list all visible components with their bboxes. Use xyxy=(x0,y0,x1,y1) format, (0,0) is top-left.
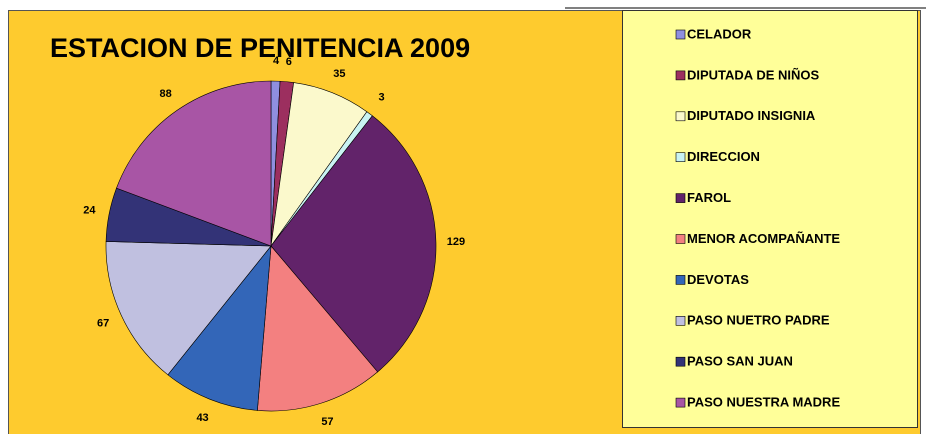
legend-label: PASO SAN JUAN xyxy=(687,354,793,369)
legend-label: PASO NUESTRA MADRE xyxy=(687,395,840,410)
legend-label: CELADOR xyxy=(687,26,752,41)
chart-title: ESTACION DE PENITENCIA 2009 xyxy=(50,33,470,63)
pie-slice xyxy=(257,245,379,412)
data-label: 24 xyxy=(83,204,96,216)
legend-label: FAROL xyxy=(687,190,731,205)
data-label: 35 xyxy=(333,68,345,80)
data-label: 6 xyxy=(286,56,292,68)
data-label: 67 xyxy=(97,318,109,330)
legend-swatch xyxy=(675,315,686,326)
legend-label: DIPUTADO INSIGNIA xyxy=(687,108,816,123)
pie-slice xyxy=(270,115,437,373)
legend-swatch xyxy=(675,193,686,203)
legend-swatch xyxy=(675,70,686,81)
legend-label: DIRECCION xyxy=(687,149,760,164)
data-label: 3 xyxy=(379,92,385,104)
legend-label: PASO NUETRO PADRE xyxy=(687,313,830,328)
pie-slice xyxy=(105,241,272,376)
legend-swatch xyxy=(675,397,686,408)
data-label: 57 xyxy=(321,416,333,428)
legend-label: DIPUTADA DE NIÑOS xyxy=(687,67,820,82)
legend-swatch xyxy=(675,152,686,162)
legend-swatch xyxy=(675,275,686,285)
legend-label: DEVOTAS xyxy=(687,272,749,287)
legend-label: MENOR ACOMPAÑANTE xyxy=(687,231,840,246)
data-label: 88 xyxy=(159,88,171,100)
legend-box xyxy=(622,10,918,428)
data-label: 129 xyxy=(447,236,465,248)
legend-swatch xyxy=(675,234,686,244)
pie-slice xyxy=(116,80,272,247)
data-label: 4 xyxy=(273,55,280,67)
legend-swatch xyxy=(675,356,686,367)
legend-swatch xyxy=(675,29,686,40)
legend-swatch xyxy=(675,111,686,122)
data-label: 43 xyxy=(196,412,208,424)
pie-slice xyxy=(167,245,272,411)
